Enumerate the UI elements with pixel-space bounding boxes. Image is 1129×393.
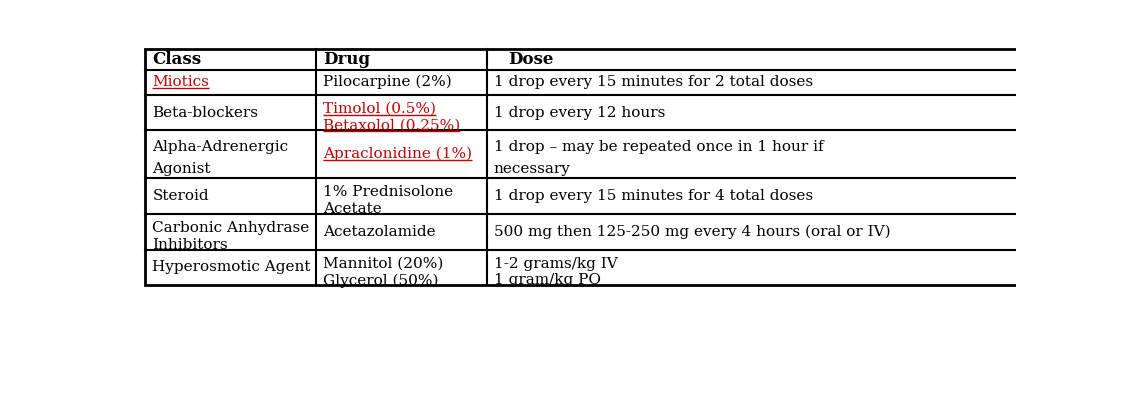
Text: Pilocarpine (2%): Pilocarpine (2%) bbox=[323, 75, 452, 90]
Text: 1 drop every 15 minutes for 2 total doses: 1 drop every 15 minutes for 2 total dose… bbox=[493, 75, 813, 89]
Text: 1 drop every 12 hours: 1 drop every 12 hours bbox=[493, 106, 665, 119]
Text: 500 mg then 125-250 mg every 4 hours (oral or IV): 500 mg then 125-250 mg every 4 hours (or… bbox=[493, 224, 891, 239]
Text: 1 drop – may be repeated once in 1 hour if: 1 drop – may be repeated once in 1 hour … bbox=[493, 140, 823, 154]
Text: Alpha-Adrenergic: Alpha-Adrenergic bbox=[152, 140, 289, 154]
Text: Agonist: Agonist bbox=[152, 162, 211, 176]
Text: Timolol (0.5%): Timolol (0.5%) bbox=[323, 102, 436, 116]
Text: Inhibitors: Inhibitors bbox=[152, 238, 228, 252]
Text: Steroid: Steroid bbox=[152, 189, 209, 203]
Text: 1 gram/kg PO: 1 gram/kg PO bbox=[493, 274, 601, 287]
Text: Betaxolol (0.25%): Betaxolol (0.25%) bbox=[323, 118, 461, 132]
Text: Acetazolamide: Acetazolamide bbox=[323, 225, 436, 239]
Text: Drug: Drug bbox=[323, 51, 370, 68]
Text: 1-2 grams/kg IV: 1-2 grams/kg IV bbox=[493, 257, 618, 271]
Text: Hyperosmotic Agent: Hyperosmotic Agent bbox=[152, 261, 310, 274]
Text: necessary: necessary bbox=[493, 162, 570, 176]
Text: Beta-blockers: Beta-blockers bbox=[152, 106, 259, 119]
Text: Dose: Dose bbox=[508, 51, 553, 68]
Text: Glycerol (50%): Glycerol (50%) bbox=[323, 274, 439, 288]
Text: 1% Prednisolone: 1% Prednisolone bbox=[323, 185, 453, 199]
Text: Apraclonidine (1%): Apraclonidine (1%) bbox=[323, 147, 472, 162]
Text: Carbonic Anhydrase: Carbonic Anhydrase bbox=[152, 221, 309, 235]
Text: Class: Class bbox=[152, 51, 201, 68]
Bar bbox=[146, 49, 1021, 285]
Text: Miotics: Miotics bbox=[152, 75, 209, 89]
Text: Acetate: Acetate bbox=[323, 202, 382, 216]
Text: Mannitol (20%): Mannitol (20%) bbox=[323, 257, 444, 271]
Text: 1 drop every 15 minutes for 4 total doses: 1 drop every 15 minutes for 4 total dose… bbox=[493, 189, 813, 203]
